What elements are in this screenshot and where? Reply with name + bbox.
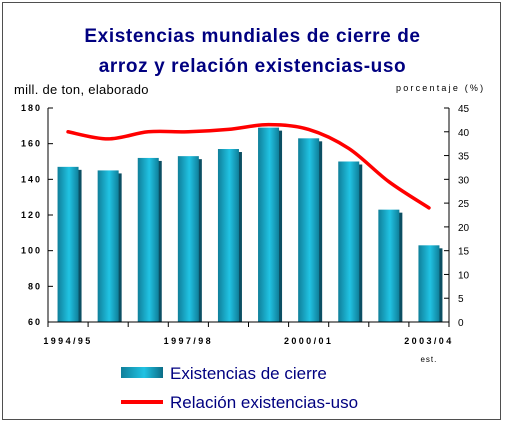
left-tick-label: 140 [21,174,42,184]
left-tick-label: 180 [21,103,42,113]
left-tick-label: 160 [21,139,42,149]
legend-bar-swatch [121,367,163,378]
x-tick-label: 1994/95 [43,336,92,346]
chart-frame [2,2,501,420]
right-tick-label: 15 [458,247,470,258]
bar [217,149,239,322]
bar [57,166,79,322]
ratio-line [66,122,431,210]
bar [378,209,400,322]
bar [338,161,360,322]
chart-title-line-1: Existencias mundiales de cierre de [84,26,421,47]
right-tick-label: 5 [458,294,464,305]
right-tick-label: 45 [458,104,470,115]
bar [298,138,320,322]
bar [97,170,119,322]
left-tick-label: 100 [21,246,42,256]
bar [177,156,199,322]
legend-line-label: Relación existencias-uso [170,393,359,412]
right-axis-unit-label: porcentaje (%) [396,83,486,93]
bar [137,157,159,322]
chart-title-line-2: arroz y relación existencias-uso [98,56,407,77]
right-tick-label: 0 [458,318,464,329]
left-tick-label: 60 [28,317,42,327]
left-tick-label: 120 [21,210,42,220]
x-tick-label: 2000/01 [284,336,333,346]
estimate-note: est. [420,355,437,364]
right-tick-label: 25 [458,199,470,210]
bar [258,127,280,322]
x-tick-label: 2003/04 [404,336,453,346]
right-tick-label: 35 [458,152,470,163]
legend-line-swatch [121,400,163,404]
right-tick-label: 20 [458,223,470,234]
legend-bar-label: Existencias de cierre [170,364,327,383]
bar [418,245,440,322]
left-tick-label: 80 [28,281,42,291]
right-tick-label: 10 [458,270,470,281]
left-axis-unit-label: mill. de ton, elaborado [14,82,149,97]
right-tick-label: 30 [458,175,470,186]
right-tick-label: 40 [458,128,470,139]
x-tick-label: 1997/98 [164,336,213,346]
